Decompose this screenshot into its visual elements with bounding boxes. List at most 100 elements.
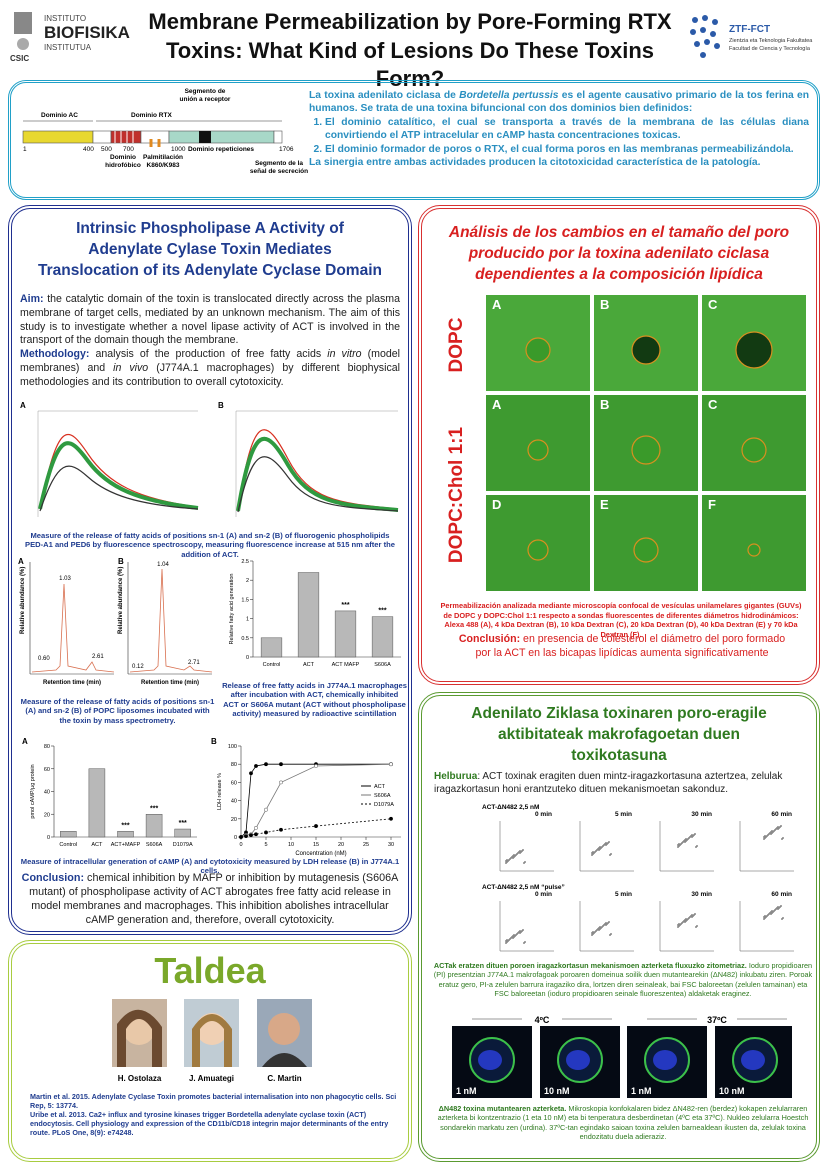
point: [279, 780, 283, 785]
significance: ***: [179, 820, 187, 827]
diagram-position: 400: [83, 146, 94, 153]
logo-csic: CSIC: [10, 54, 30, 63]
left-panel: Intrinsic Phospholipase A Activity of Ad…: [8, 205, 412, 935]
logo-dots: [690, 15, 720, 58]
team-title: Taldea: [154, 950, 266, 991]
conclusion: Conclusión: en presencia de colesterol e…: [452, 633, 792, 661]
member-name: J. Amuategi: [188, 1074, 235, 1083]
x-tick-label: ACT: [91, 842, 103, 848]
text: analysis of the production of free fatty…: [89, 348, 328, 361]
figure-caption: Measure of the release of fatty acids of…: [20, 697, 215, 725]
microscopy-grid: DOPC DOPC:Chol 1:1 A B C A B C D E F: [446, 295, 806, 591]
point: [264, 807, 268, 812]
panel-letter: E: [600, 497, 609, 512]
bar: [260, 637, 283, 658]
y-tick-label: 2.5: [241, 559, 249, 565]
dot: [777, 906, 779, 908]
dot: [764, 835, 766, 837]
temperature: 37ºC: [707, 1015, 727, 1025]
dot: [605, 922, 607, 924]
text: in vitro: [327, 348, 362, 361]
row-label: ACT-ΔN482 2,5 nM: [482, 804, 539, 811]
nucleus: [566, 1050, 590, 1070]
panel-letter: B: [600, 297, 609, 312]
point: [314, 824, 318, 828]
plot-frame: [739, 821, 794, 872]
title-line: Translocation of its Adenylate Cyclase D…: [38, 261, 382, 279]
point: [254, 764, 258, 768]
dot: [522, 929, 524, 931]
figure-caption: Measure of the release of fatty acids of…: [25, 531, 395, 559]
diagram-label: Dominio RTX: [131, 112, 172, 119]
dot: [771, 830, 773, 832]
dot: [599, 846, 601, 848]
time-label: 30 min: [691, 811, 712, 818]
dot: [678, 923, 680, 925]
time-label: 60 min: [771, 891, 792, 898]
title-line: Adenylate Cylase Toxin Mediates: [88, 240, 332, 258]
x-tick-label: 15: [313, 842, 319, 848]
plot-frame: [499, 821, 554, 872]
diagram-label: hidrofóbico: [105, 162, 141, 169]
y-tick-label: 2: [246, 578, 249, 584]
legend-label: ACT: [374, 784, 386, 790]
legend-label: S606A: [374, 793, 391, 799]
time-label: 5 min: [615, 891, 632, 898]
nucleus: [653, 1050, 677, 1070]
time-label: 30 min: [691, 891, 712, 898]
panel-letter: A: [20, 401, 26, 410]
vesicle: [741, 437, 767, 463]
significance: ***: [341, 602, 349, 609]
x-tick-label: ACT+MAFP: [111, 842, 141, 848]
x-tick-label: 25: [363, 842, 369, 848]
member-name: C. Martin: [267, 1074, 302, 1083]
diagram-position: 1: [23, 146, 27, 153]
bar: [174, 828, 191, 838]
title-line: producido por la toxina adenilato ciclas…: [468, 244, 770, 262]
text: : ACT toxinak eragiten duen mintz-iragaz…: [434, 771, 783, 795]
y-tick-label: 20: [231, 817, 237, 823]
x-tick-label: Control: [263, 662, 281, 668]
point: [389, 762, 393, 767]
plot-frame: [579, 901, 634, 952]
point: [249, 833, 253, 838]
dot: [522, 849, 524, 851]
series-line: [240, 763, 391, 838]
x-tick-label: S606A: [374, 662, 391, 668]
logo-name: ZTF-FCT: [729, 24, 771, 35]
logo-line: Facultad de Ciencia y Tecnología: [729, 46, 810, 52]
dot: [694, 913, 696, 915]
x-tick-label: S606A: [146, 842, 163, 848]
dot: [519, 850, 521, 852]
dot: [771, 910, 773, 912]
diagram-position: 1000: [171, 146, 186, 153]
panel-letter: A: [492, 397, 502, 412]
row-label: DOPC: [446, 317, 467, 372]
poster-title: Membrane Permeabilization by Pore-Formin…: [140, 8, 680, 94]
intro-box: Dominio AC Dominio RTX Segmento de unión…: [8, 80, 820, 200]
panel-letter: F: [708, 497, 716, 512]
panel-letter: B: [211, 737, 217, 746]
y-tick-label: 100: [228, 744, 237, 750]
logo-line: INSTITUTUA: [44, 43, 92, 52]
diagram-label: Dominio: [110, 154, 136, 161]
significance: ***: [150, 805, 158, 812]
title-line: Análisis de los cambios en el tamaño del…: [448, 224, 790, 241]
bar: [60, 831, 77, 838]
closing: La sinergia entre ambas actividades prod…: [309, 156, 761, 168]
label: Helburua: [434, 771, 478, 782]
text: en presencia de colesterol el diámetro d…: [475, 633, 786, 659]
diagram-position: 700: [123, 146, 134, 153]
y-tick-label: 0: [246, 655, 249, 661]
panel-title: Análisis de los cambios en el tamaño del…: [422, 223, 816, 286]
point: [279, 762, 283, 767]
reference: Uribe et al. 2013. Ca2+ influx and tyros…: [30, 1110, 389, 1137]
legend-label: D1079A: [374, 802, 394, 808]
plot-frame: [739, 901, 794, 952]
list-item: El dominio catalítico, el cual se transp…: [325, 116, 809, 143]
axis-label: Relative abundance (%): [118, 567, 124, 634]
dot: [610, 933, 612, 935]
concentration: 1 nM: [631, 1086, 652, 1096]
panel-letter: B: [600, 397, 609, 412]
dot: [513, 854, 515, 856]
